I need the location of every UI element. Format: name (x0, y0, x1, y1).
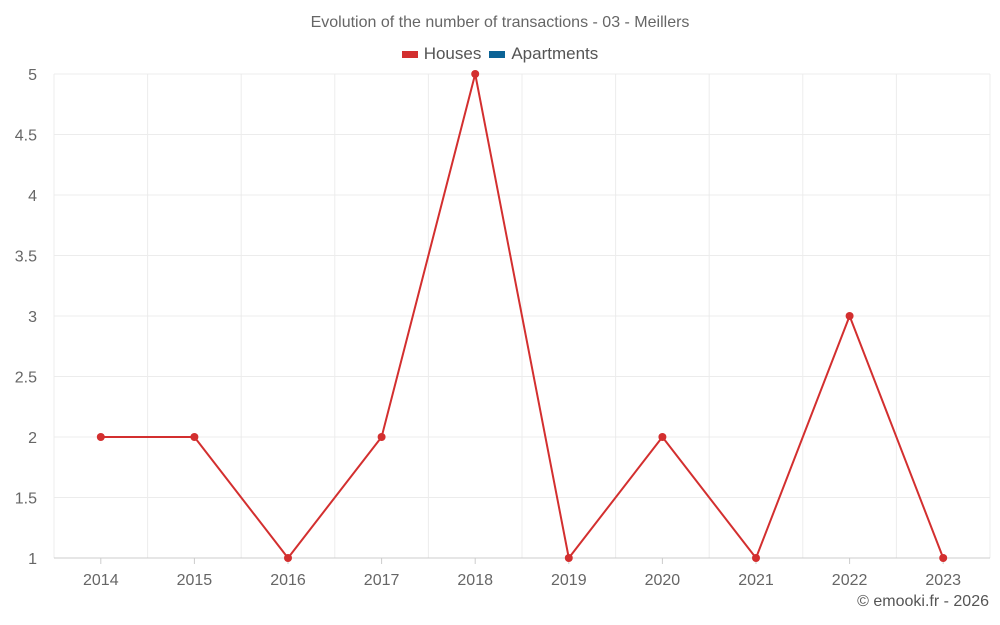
x-tick-label: 2015 (177, 572, 213, 589)
x-tick-label: 2023 (925, 572, 961, 589)
data-point (284, 554, 292, 562)
x-tick-label: 2014 (83, 572, 119, 589)
chart-title: Evolution of the number of transactions … (310, 14, 690, 31)
y-tick-label: 2.5 (15, 370, 37, 387)
data-point (752, 554, 760, 562)
x-tick-label: 2021 (738, 572, 774, 589)
legend-label-apartments: Apartments (511, 44, 599, 63)
y-tick-label: 5 (28, 67, 37, 84)
series-line-houses (100, 73, 945, 559)
y-tick-label: 2 (28, 430, 37, 447)
legend-label-houses: Houses (423, 44, 482, 63)
chart-legend: Houses Apartments (0, 44, 1000, 64)
legend-item-apartments[interactable]: Apartments (489, 44, 598, 64)
x-tick-label: 2019 (551, 572, 587, 589)
y-tick-label: 1 (28, 551, 37, 568)
y-tick-label: 3.5 (15, 249, 37, 266)
legend-swatch-houses (401, 50, 418, 58)
y-tick-label: 4.5 (15, 128, 37, 145)
x-tick-label: 2018 (457, 572, 493, 589)
y-tick-label: 3 (28, 309, 37, 326)
data-point (845, 312, 854, 320)
copyright-credit: © emooki.fr - 2026 (857, 593, 989, 610)
legend-item-houses[interactable]: Houses (401, 44, 482, 64)
data-point (96, 433, 105, 441)
x-tick-label: 2016 (270, 572, 306, 589)
data-point (658, 433, 667, 441)
y-tick-label: 4 (28, 188, 37, 205)
data-point (564, 554, 573, 562)
y-tick-label: 1.5 (15, 491, 37, 508)
legend-swatch-apartments (489, 50, 506, 58)
data-point (377, 433, 386, 441)
data-point (471, 70, 480, 78)
x-tick-label: 2017 (364, 572, 400, 589)
x-tick-label: 2022 (832, 572, 868, 589)
data-point (190, 433, 199, 441)
x-tick-label: 2020 (645, 572, 681, 589)
data-point (939, 554, 948, 562)
